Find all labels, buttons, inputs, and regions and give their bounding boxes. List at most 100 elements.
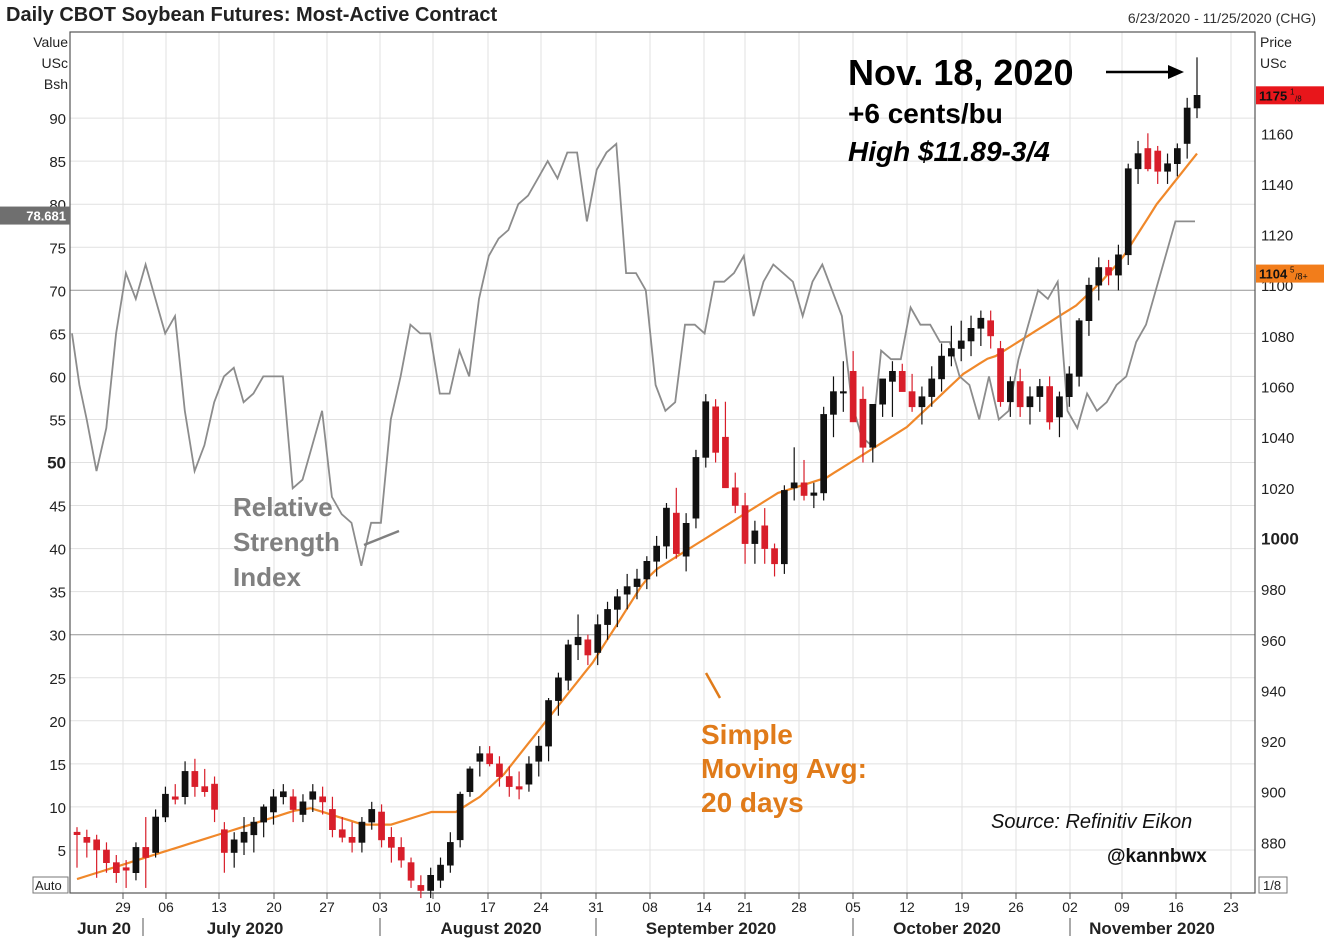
candle-body [113, 862, 120, 873]
candle-body [446, 842, 454, 866]
chart-title: Daily CBOT Soybean Futures: Most-Active … [6, 4, 498, 26]
candle-body [456, 793, 464, 841]
candle-body [230, 839, 238, 853]
rsi-label-line-2: Strength [233, 527, 340, 557]
candle-body [83, 836, 91, 843]
candle-body [604, 609, 611, 625]
candle-body [653, 545, 660, 562]
rsi-label-line-3: Index [233, 562, 301, 592]
x-axis-tick-label: 03 [372, 899, 388, 915]
left-axis-tick-label: 30 [49, 628, 66, 645]
left-axis-tick-label: 25 [49, 671, 66, 688]
left-axis-tick-label: 45 [49, 499, 66, 516]
candle-body [515, 786, 523, 790]
x-axis-tick-label: 16 [1168, 899, 1184, 915]
right-axis-tick-label: 960 [1261, 633, 1286, 650]
left-axis-label: USc [42, 55, 68, 71]
right-axis-tick-label: 1060 [1261, 380, 1294, 397]
x-axis-tick-label: 06 [158, 899, 174, 915]
candle-body [319, 796, 327, 803]
right-axis-tick-label: 1000 [1261, 529, 1299, 548]
x-axis-tick-label: 24 [533, 899, 549, 915]
candle-body [211, 783, 218, 810]
candle-body [997, 348, 1004, 403]
candle-body [1193, 95, 1201, 109]
candle-body [132, 847, 140, 874]
annotation-rsi-label: Relative Strength Index [233, 490, 340, 595]
left-axis-tick-label: 65 [49, 326, 66, 343]
candle-body [221, 829, 228, 853]
candle-body [1105, 267, 1112, 276]
candle-body [623, 586, 631, 595]
candle-body [329, 809, 336, 831]
price-badge-denominator: /8 [1295, 94, 1302, 103]
left-axis-tick-label: 50 [47, 454, 66, 473]
annotation-arrow-head [1168, 65, 1184, 79]
candle-body [879, 378, 886, 405]
candle-body [387, 836, 395, 848]
plot-frame [69, 31, 1256, 894]
candle-body [358, 821, 366, 843]
candle-body [525, 763, 533, 785]
candle-body [967, 327, 975, 342]
left-axis-tick-label: 5 [58, 843, 66, 860]
x-axis-tick-label: 05 [845, 899, 861, 915]
right-axis-tick-label: 1080 [1261, 329, 1294, 346]
candle-body [761, 525, 769, 549]
candle-body [1046, 386, 1053, 423]
candle-body [368, 809, 376, 823]
right-axis-tick-label: 1020 [1261, 481, 1294, 498]
candle-body [741, 505, 749, 544]
candle-body [476, 753, 484, 762]
rsi-line [71, 142, 1195, 566]
candle-body [643, 560, 651, 580]
candle-body [672, 512, 680, 554]
right-axis-tick-label: 980 [1261, 582, 1286, 599]
x-axis-tick-label: 13 [211, 899, 227, 915]
candle-body [171, 796, 179, 800]
author-handle: @kannbwx [1107, 846, 1207, 867]
candle-body [162, 793, 169, 818]
candle-body [496, 763, 503, 777]
sma-label-line-3: 20 days [701, 787, 804, 818]
candle-body [908, 391, 916, 408]
candle-body [1183, 107, 1191, 144]
candle-body [663, 507, 670, 547]
candle-body [771, 548, 778, 565]
x-axis-month-label: Jun 20 [77, 919, 131, 938]
right-axis-label: Price [1260, 34, 1292, 50]
candle-body [633, 578, 641, 587]
candle-body [613, 596, 621, 610]
left-axis-tick-label: 35 [49, 585, 66, 602]
sma-badge [1256, 264, 1324, 283]
candle-body [1036, 386, 1044, 397]
candle-body [289, 796, 297, 810]
sma-badge-fraction: 5 [1290, 266, 1295, 275]
date-range: 6/23/2020 - 11/25/2020 (CHG) [1127, 10, 1316, 26]
price-badge-text: 1175 [1259, 88, 1287, 103]
candle-body [947, 348, 955, 357]
left-axis-tick-label: 55 [49, 412, 66, 429]
x-axis-tick-label: 17 [480, 899, 496, 915]
candle-body [564, 644, 572, 681]
x-axis-month-label: August 2020 [440, 919, 541, 938]
sma-label-line-1: Simple [701, 719, 793, 750]
x-axis-tick-label: 23 [1223, 899, 1239, 915]
x-axis-month-label: November 2020 [1089, 919, 1215, 938]
right-axis-tick-label: 1120 [1261, 228, 1293, 245]
candle-body [839, 391, 847, 394]
corner-label: 1/8 [1263, 878, 1281, 893]
candle-body [378, 811, 385, 841]
candle-body [731, 487, 739, 506]
candle-body [122, 867, 130, 871]
candle-body [1065, 373, 1073, 397]
candle-body [584, 639, 592, 656]
x-axis-tick-label: 26 [1008, 899, 1024, 915]
candle-body [574, 636, 582, 646]
candle-body [407, 862, 415, 881]
right-axis-label: USc [1260, 55, 1286, 71]
x-axis-tick-label: 12 [899, 899, 915, 915]
candle-body [1134, 153, 1142, 170]
candle-body [692, 457, 700, 519]
